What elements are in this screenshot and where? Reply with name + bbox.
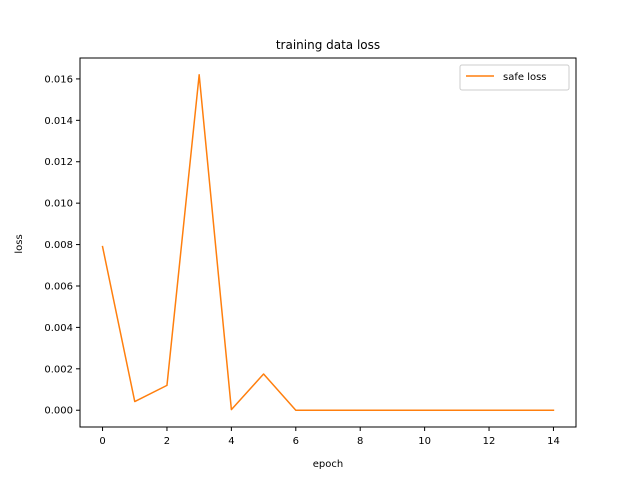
- x-tick-label: 10: [418, 436, 431, 447]
- y-tick-label: 0.014: [44, 116, 73, 127]
- x-tick-label: 8: [357, 436, 363, 447]
- y-tick-label: 0.002: [44, 364, 73, 375]
- x-tick-label: 0: [99, 436, 105, 447]
- legend: safe loss: [459, 64, 570, 91]
- x-tick-label: 2: [164, 436, 170, 447]
- y-tick-label: 0.006: [44, 281, 73, 292]
- y-tick-label: 0.012: [44, 157, 73, 168]
- x-axis-label: epoch: [313, 459, 343, 470]
- x-tick-label: 6: [293, 436, 299, 447]
- series-layer: [101, 74, 555, 411]
- y-axis-ticks: 0.000 0.002 0.004 0.006 0.008 0.010 0.012 0.014…: [44, 74, 80, 417]
- y-tick-label: 0.000: [44, 406, 73, 417]
- y-tick-label: 0.004: [44, 323, 73, 334]
- axes-frame: [79, 57, 577, 428]
- legend-box: [459, 64, 570, 91]
- x-tick-label: 4: [228, 436, 234, 447]
- x-tick-label: 12: [483, 436, 496, 447]
- y-tick-label: 0.016: [44, 74, 73, 85]
- y-tick-label: 0.010: [44, 199, 73, 210]
- x-axis-ticks: 0 2 4 6 8 10 12 14: [99, 427, 560, 447]
- x-tick-label: 14: [547, 436, 560, 447]
- chart-title: training data loss: [276, 38, 380, 52]
- legend-label-safe-loss: safe loss: [503, 72, 547, 83]
- y-tick-label: 0.008: [44, 240, 73, 251]
- y-axis-label: loss: [14, 234, 25, 253]
